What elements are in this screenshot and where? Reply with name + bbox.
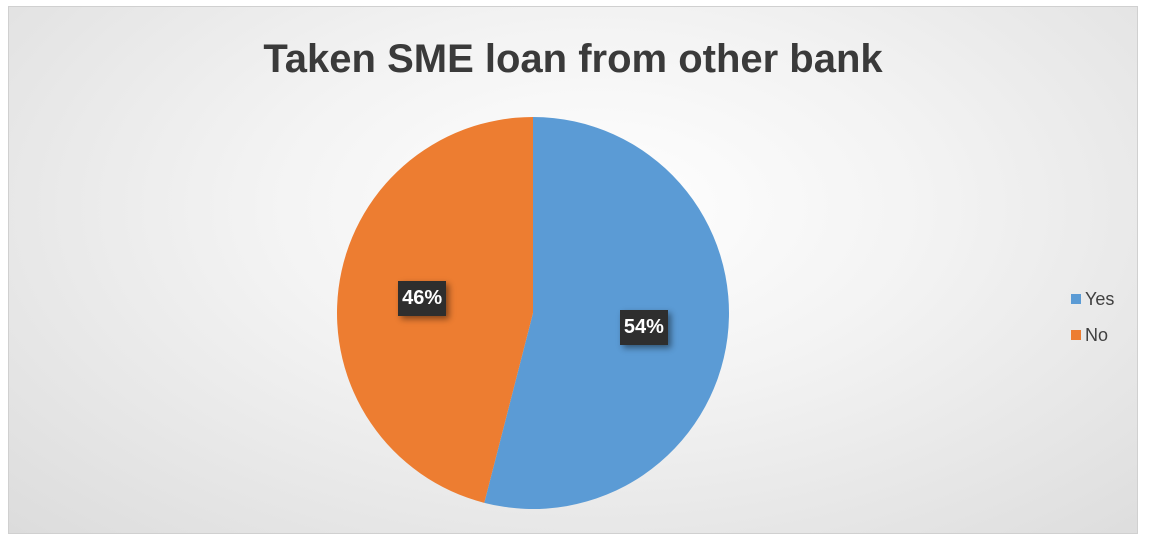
legend-swatch-yes [1071,294,1081,304]
pie-chart [9,7,1139,535]
data-label-no: 46% [398,281,446,316]
legend-swatch-no [1071,330,1081,340]
legend: Yes No [1071,281,1114,353]
legend-item-no: No [1071,317,1114,353]
legend-label-no: No [1085,325,1108,346]
data-label-yes: 54% [620,310,668,345]
legend-label-yes: Yes [1085,289,1114,310]
legend-item-yes: Yes [1071,281,1114,317]
chart-area: Taken SME loan from other bank Yes No 54… [8,6,1138,534]
